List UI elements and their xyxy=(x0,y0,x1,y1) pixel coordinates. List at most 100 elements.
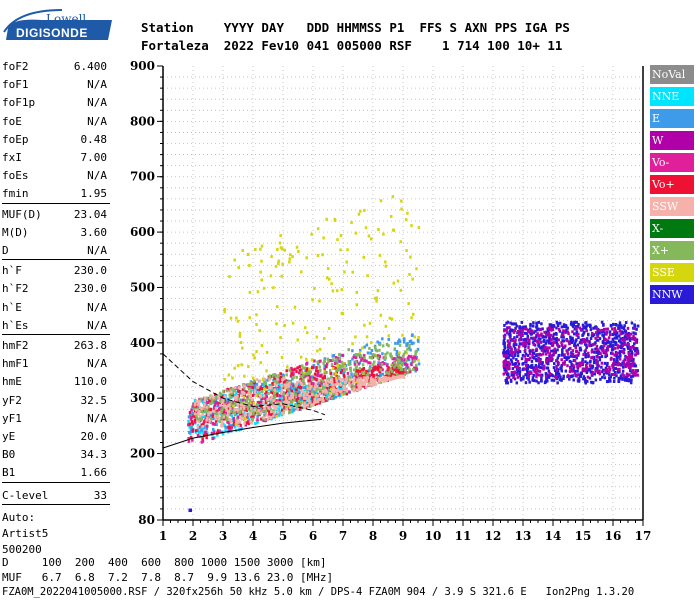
echo-point-ssw xyxy=(339,390,342,394)
echo-point-x+ xyxy=(347,348,350,352)
echo-point-ssw xyxy=(207,412,210,416)
echo-point-ssw xyxy=(227,403,230,407)
param-label: hmE xyxy=(2,375,22,389)
legend-item-vo-: Vo- xyxy=(650,153,694,172)
echo-point-sse xyxy=(398,351,401,355)
echo-point-vo+ xyxy=(265,385,269,389)
echo-point-w xyxy=(597,328,601,332)
echo-point-w xyxy=(575,374,578,378)
param-row-fmin: fmin 1.95 xyxy=(2,187,107,200)
echo-point-sse xyxy=(384,324,388,328)
echo-point-ssw xyxy=(253,389,257,393)
echo-point-ssw xyxy=(259,411,263,415)
echo-point-w xyxy=(525,327,528,331)
echo-point-vo+ xyxy=(315,402,319,406)
echo-point-nnw xyxy=(502,339,506,343)
echo-point-w xyxy=(627,334,631,338)
echo-point-nne xyxy=(339,394,342,398)
echo-point-x+ xyxy=(358,367,362,371)
echo-point-e xyxy=(336,362,339,366)
echo-point-nnw xyxy=(619,374,623,378)
echo-point-nnw xyxy=(515,381,519,385)
echo-point-w xyxy=(562,362,565,366)
echo-point-w xyxy=(578,326,582,330)
echo-point-ssw xyxy=(326,379,329,383)
echo-point-vo+ xyxy=(292,368,295,372)
echo-point-nnw xyxy=(524,381,528,385)
param-label: D xyxy=(2,244,9,257)
echo-point-e xyxy=(405,365,408,369)
echo-point-nnw xyxy=(542,344,545,348)
echo-point-x+ xyxy=(352,384,355,388)
echo-point-ssw xyxy=(237,424,240,428)
echo-point-vo+ xyxy=(188,422,191,426)
echo-point-sse xyxy=(384,260,387,264)
echo-point-nnw xyxy=(631,374,635,378)
echo-point-ssw xyxy=(298,394,301,398)
echo-point-sse xyxy=(313,286,316,290)
echo-point-nnw xyxy=(609,375,612,379)
echo-point-nnw xyxy=(621,326,624,330)
echo-point-nnw xyxy=(626,337,629,341)
echo-point-ssw xyxy=(306,398,310,402)
echo-point-w xyxy=(619,332,622,336)
echo-point-nnw xyxy=(633,342,636,346)
auto-line-2: 500200 xyxy=(2,542,42,556)
param-row-B0: B0 34.3 xyxy=(2,448,107,461)
echo-point-vo+ xyxy=(389,374,392,378)
echo-point-ssw xyxy=(364,385,368,389)
echo-point-w xyxy=(516,359,520,363)
echo-point-nnw xyxy=(513,377,517,381)
echo-point-ssw xyxy=(262,416,265,420)
echo-point-x+ xyxy=(300,364,304,368)
echo-point-w xyxy=(575,327,578,331)
echo-point-nnw xyxy=(618,345,621,349)
echo-point-w xyxy=(627,359,631,363)
echo-point-x+ xyxy=(327,360,330,364)
echo-point-w xyxy=(628,373,631,377)
param-label: foEp xyxy=(2,132,29,146)
echo-point-ssw xyxy=(362,376,366,380)
echo-point-ssw xyxy=(377,379,381,383)
echo-point-nnw xyxy=(544,341,548,345)
echo-point-nnw xyxy=(515,343,518,347)
echo-point-w xyxy=(536,353,540,357)
echo-point-x+ xyxy=(368,383,372,387)
param-label: hmF1 xyxy=(2,357,29,371)
echo-point-w xyxy=(571,330,574,334)
echo-point-w xyxy=(567,332,570,336)
echo-point-nnw xyxy=(518,366,521,370)
echo-point-x+ xyxy=(355,353,359,357)
echo-point-vo+ xyxy=(205,414,209,418)
echo-point-x+ xyxy=(220,414,224,418)
echo-point-e xyxy=(410,342,414,346)
echo-point-nnw xyxy=(565,328,568,332)
echo-point-w xyxy=(606,348,610,352)
echo-point-vo+ xyxy=(354,374,358,378)
echo-point-nnw xyxy=(591,381,594,385)
echo-point-vo+ xyxy=(311,396,314,400)
echo-point-w xyxy=(547,331,551,335)
echo-point-vo+ xyxy=(206,408,210,412)
echo-point-nnw xyxy=(615,333,618,337)
echo-point-nne xyxy=(230,414,234,418)
echo-point-nne xyxy=(323,386,327,390)
echo-point-vo+ xyxy=(305,367,309,371)
echo-point-ssw xyxy=(283,383,287,387)
echo-point-w xyxy=(613,327,617,331)
echo-point-sse xyxy=(357,212,361,216)
echo-point-ssw xyxy=(241,410,245,414)
echo-point-e xyxy=(398,338,401,342)
echo-point-nnw xyxy=(578,341,582,345)
echo-point-x+ xyxy=(221,406,225,410)
echo-point-w xyxy=(508,367,511,371)
echo-point-ssw xyxy=(265,413,269,417)
echo-point-nne xyxy=(288,403,292,407)
echo-point-x+ xyxy=(275,382,279,386)
echo-point-w xyxy=(607,336,611,340)
echo-point-nnw xyxy=(557,353,561,357)
echo-point-w xyxy=(553,341,556,345)
echo-point-w xyxy=(524,357,528,361)
echo-point-sse xyxy=(280,274,283,278)
echo-point-vo+ xyxy=(244,407,248,411)
